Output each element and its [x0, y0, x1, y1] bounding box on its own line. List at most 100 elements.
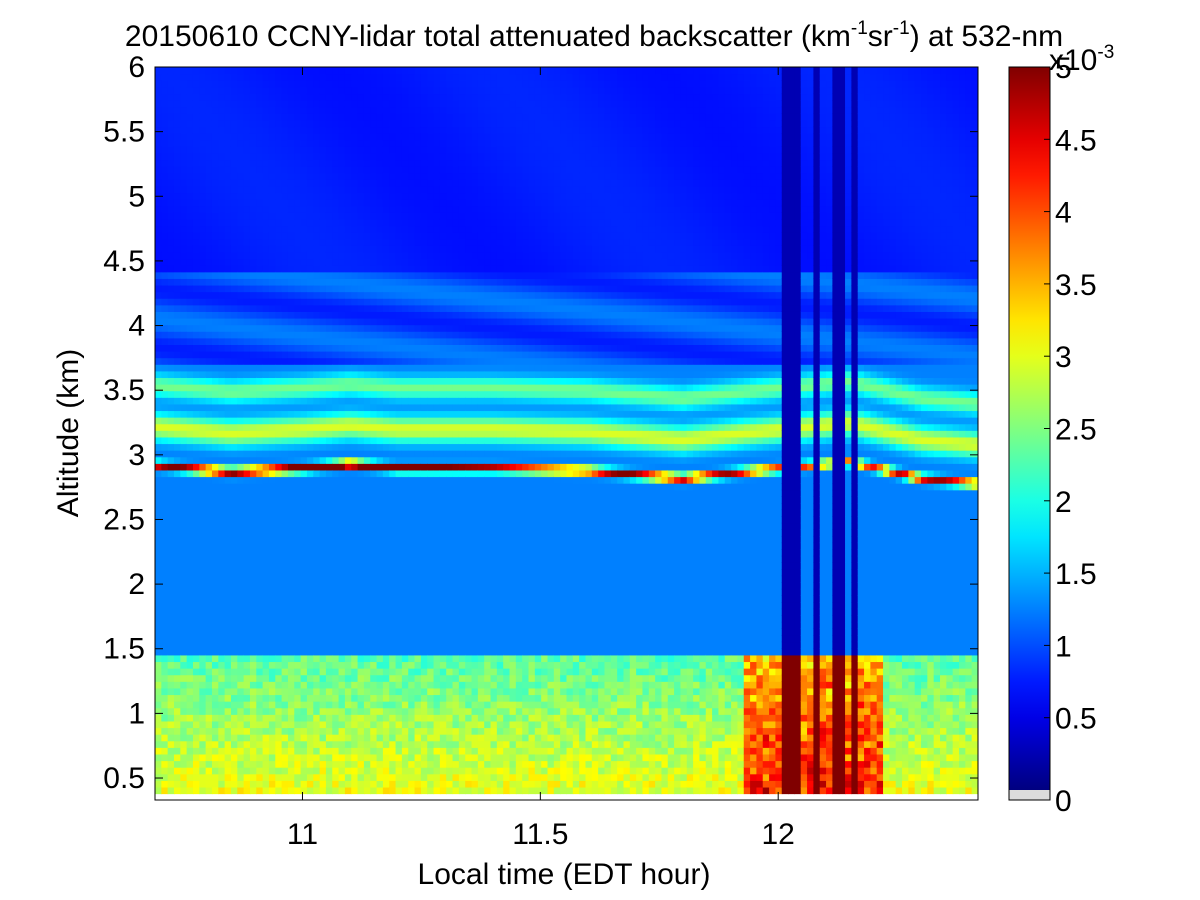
heatmap-cell	[268, 509, 276, 517]
heatmap-cell	[313, 364, 321, 372]
heatmap-cell	[268, 694, 276, 702]
heatmap-cell	[287, 331, 295, 339]
heatmap-cell	[275, 100, 283, 108]
heatmap-cell	[395, 179, 403, 187]
heatmap-cell	[351, 648, 359, 656]
heatmap-cell	[433, 635, 441, 643]
heatmap-cell	[205, 648, 213, 656]
heatmap-cell	[192, 588, 200, 596]
heatmap-cell	[294, 635, 302, 643]
heatmap-cell	[370, 100, 378, 108]
heatmap-cell	[439, 727, 447, 735]
heatmap-cell	[382, 146, 390, 154]
heatmap-cell	[357, 681, 365, 689]
heatmap-cell	[319, 476, 327, 484]
heatmap-cell	[401, 225, 409, 233]
heatmap-cell	[161, 668, 169, 676]
heatmap-cell	[389, 760, 397, 768]
heatmap-cell	[389, 86, 397, 95]
heatmap-cell	[382, 635, 390, 643]
heatmap-cell	[173, 654, 181, 663]
heatmap-cell	[199, 661, 207, 669]
heatmap-cell	[344, 265, 352, 273]
heatmap-cell	[344, 377, 352, 385]
heatmap-cell	[256, 654, 264, 663]
heatmap-cell	[224, 747, 232, 755]
heatmap-cell	[275, 443, 283, 451]
heatmap-cell	[382, 720, 390, 729]
heatmap-cell	[180, 106, 188, 114]
heatmap-cell	[351, 351, 359, 359]
heatmap-cell	[224, 238, 232, 246]
heatmap-cell	[433, 100, 441, 108]
heatmap-cell	[237, 615, 245, 623]
heatmap-cell	[294, 67, 302, 75]
heatmap-cell	[344, 331, 352, 339]
heatmap-cell	[344, 284, 352, 293]
heatmap-cell	[161, 727, 169, 735]
heatmap-cell	[420, 615, 428, 623]
heatmap-cell	[294, 166, 302, 174]
heatmap-cell	[300, 185, 308, 194]
heatmap-cell	[268, 549, 276, 557]
heatmap-cell	[192, 364, 200, 372]
heatmap-cell	[357, 73, 365, 81]
heatmap-cell	[357, 377, 365, 385]
heatmap-cell	[155, 661, 162, 669]
heatmap-cell	[300, 786, 308, 795]
heatmap-cell	[357, 747, 365, 755]
heatmap-cell	[420, 304, 428, 312]
heatmap-cell	[161, 436, 169, 445]
heatmap-cell	[167, 225, 175, 233]
heatmap-cell	[325, 324, 333, 332]
heatmap-cell	[382, 304, 390, 312]
heatmap-cell	[351, 522, 359, 530]
heatmap-cell	[294, 100, 302, 108]
heatmap-cell	[420, 324, 428, 332]
heatmap-cell	[256, 727, 264, 735]
heatmap-cell	[268, 100, 276, 108]
heatmap-cell	[192, 344, 200, 352]
heatmap-cell	[414, 417, 422, 425]
heatmap-cell	[192, 601, 200, 610]
heatmap-cell	[275, 773, 283, 781]
heatmap-cell	[306, 403, 314, 412]
heatmap-cell	[294, 390, 302, 398]
heatmap-cell	[230, 192, 238, 200]
heatmap-cell	[306, 172, 314, 180]
heatmap-cell	[414, 344, 422, 352]
heatmap-cell	[167, 430, 175, 438]
heatmap-cell	[294, 370, 302, 379]
heatmap-cell	[306, 265, 314, 273]
heatmap-cell	[294, 278, 302, 286]
heatmap-cell	[155, 298, 162, 306]
heatmap-cell	[414, 423, 422, 431]
heatmap-cell	[180, 317, 188, 326]
heatmap-cell	[192, 331, 200, 339]
heatmap-cell	[427, 786, 435, 795]
heatmap-cell	[294, 364, 302, 372]
heatmap-cell	[186, 245, 194, 253]
heatmap-cell	[205, 654, 213, 663]
heatmap-cell	[294, 436, 302, 445]
heatmap-cell	[376, 265, 384, 273]
heatmap-cell	[332, 100, 340, 108]
heatmap-cell	[243, 311, 251, 319]
heatmap-cell	[427, 86, 435, 95]
heatmap-cell	[294, 337, 302, 345]
heatmap-cell	[332, 549, 340, 557]
heatmap-cell	[439, 707, 447, 715]
heatmap-cell	[256, 199, 264, 207]
heatmap-cell	[205, 562, 213, 570]
heatmap-cell	[211, 172, 219, 180]
heatmap-cell	[218, 542, 226, 550]
heatmap-cell	[376, 555, 384, 563]
heatmap-cell	[256, 575, 264, 583]
heatmap-cell	[306, 542, 314, 550]
heatmap-cell	[230, 747, 238, 755]
heatmap-cell	[433, 377, 441, 385]
heatmap-cell	[211, 238, 219, 246]
heatmap-cell	[433, 753, 441, 762]
heatmap-cell	[262, 166, 270, 174]
heatmap-cell	[173, 205, 181, 213]
